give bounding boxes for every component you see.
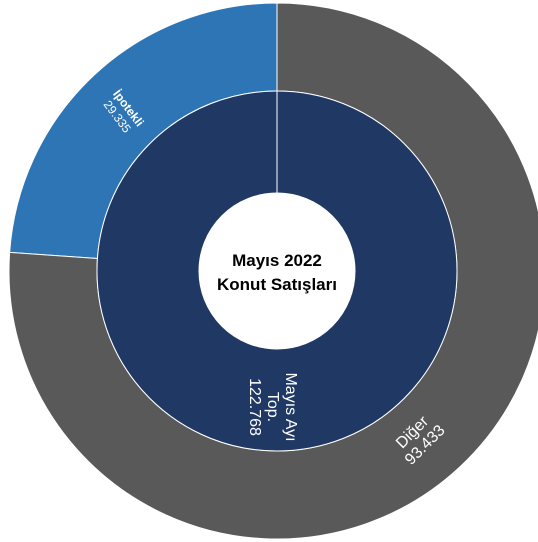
inner-label-line-2: Top. [264, 392, 281, 422]
chart-title-line-1: Mayıs 2022 [232, 251, 322, 270]
chart-title-line-2: Konut Satışları [217, 275, 337, 294]
center-hole [199, 193, 355, 349]
inner-label-value: 122.768 [246, 378, 263, 436]
inner-label-line-1: Mayıs Ayı [282, 372, 299, 441]
